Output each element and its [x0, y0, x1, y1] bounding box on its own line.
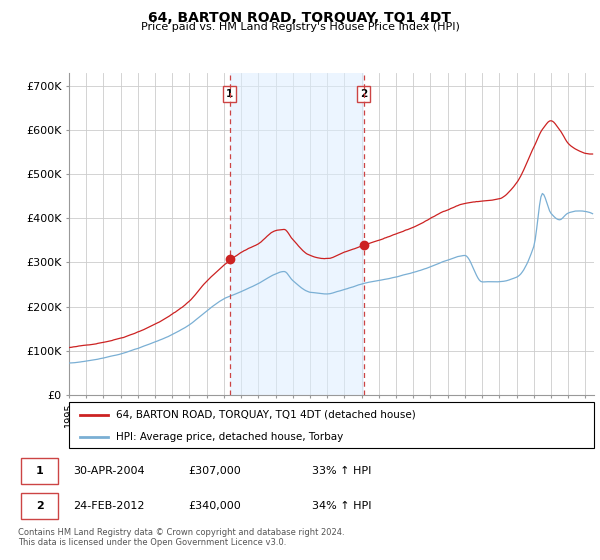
Text: 2: 2 [360, 88, 367, 99]
Text: 24-FEB-2012: 24-FEB-2012 [73, 501, 144, 511]
Text: 2: 2 [36, 501, 43, 511]
Text: Price paid vs. HM Land Registry's House Price Index (HPI): Price paid vs. HM Land Registry's House … [140, 22, 460, 32]
Text: Contains HM Land Registry data © Crown copyright and database right 2024.
This d: Contains HM Land Registry data © Crown c… [18, 528, 344, 547]
FancyBboxPatch shape [69, 402, 594, 448]
Text: 1: 1 [36, 466, 43, 476]
Text: 64, BARTON ROAD, TORQUAY, TQ1 4DT: 64, BARTON ROAD, TORQUAY, TQ1 4DT [149, 11, 452, 25]
Text: £340,000: £340,000 [188, 501, 241, 511]
FancyBboxPatch shape [21, 458, 58, 484]
Text: 30-APR-2004: 30-APR-2004 [73, 466, 145, 476]
Text: 34% ↑ HPI: 34% ↑ HPI [312, 501, 371, 511]
FancyBboxPatch shape [21, 493, 58, 519]
Text: 33% ↑ HPI: 33% ↑ HPI [312, 466, 371, 476]
Text: 64, BARTON ROAD, TORQUAY, TQ1 4DT (detached house): 64, BARTON ROAD, TORQUAY, TQ1 4DT (detac… [116, 410, 416, 420]
Text: HPI: Average price, detached house, Torbay: HPI: Average price, detached house, Torb… [116, 432, 343, 441]
Bar [230, 73, 364, 395]
Text: £307,000: £307,000 [188, 466, 241, 476]
Text: 1: 1 [226, 88, 233, 99]
